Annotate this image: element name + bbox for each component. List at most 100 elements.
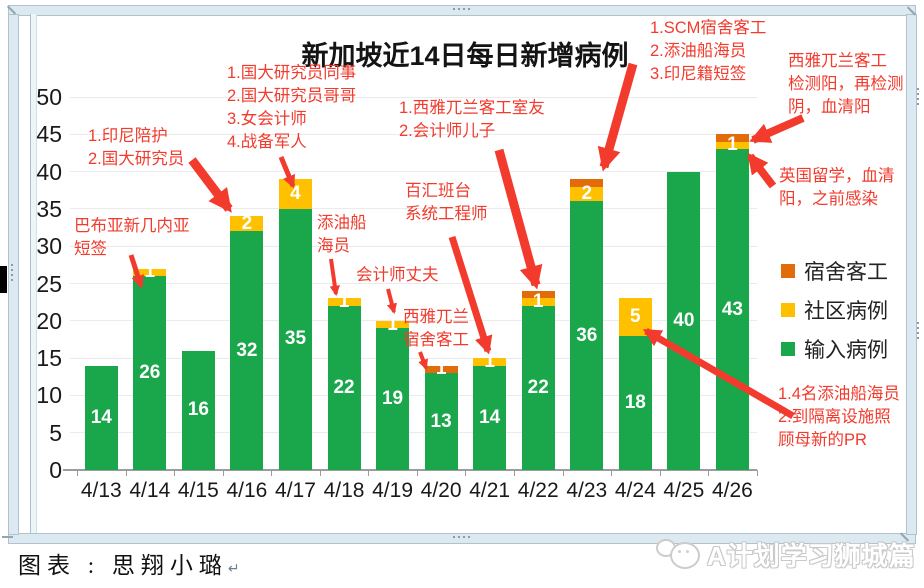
bar-segment-输入病例-4/15[interactable]: [181, 350, 215, 470]
bottom-left-corner-handle[interactable]: [2, 536, 13, 538]
bar-segment-社区病例-4/18[interactable]: [327, 298, 361, 306]
bar-segment-输入病例-4/19[interactable]: [376, 328, 410, 470]
y-axis-tick-label[interactable]: 25: [36, 270, 62, 297]
bar-segment-输入病例-4/20[interactable]: [424, 373, 458, 470]
annotation-arrow-5[interactable]: [386, 288, 397, 315]
legend-item-输入病例[interactable]: 输入病例: [781, 334, 888, 364]
chart-frame-top[interactable]: [8, 5, 916, 16]
annotation-callout-2[interactable]: 巴布亚新几内亚 短签: [74, 217, 190, 258]
y-axis-tick-label[interactable]: 30: [36, 233, 62, 260]
bar-segment-宿舍客工-4/20[interactable]: [424, 365, 458, 373]
top-mid-handle[interactable]: [453, 8, 470, 10]
x-axis-category-label[interactable]: 4/13: [80, 479, 122, 502]
gridline-25: [70, 283, 757, 284]
x-axis-category-label[interactable]: 4/23: [566, 479, 608, 502]
x-axis-category-label[interactable]: 4/21: [469, 479, 511, 502]
bar-segment-输入病例-4/21[interactable]: [473, 365, 507, 470]
annotation-callout-10[interactable]: 西雅兀兰客工 检测阳，再检测 阴，血清阳: [788, 52, 904, 116]
gridline-45: [70, 133, 757, 135]
annotation-callout-11[interactable]: 英国留学，血清 阳，之前感染: [779, 167, 895, 208]
x-axis-category-label[interactable]: 4/14: [129, 479, 171, 502]
bar-segment-社区病例-4/16[interactable]: [230, 216, 264, 232]
bar-segment-宿舍客工-4/23[interactable]: [570, 179, 604, 187]
x-axis-tick: [77, 470, 78, 476]
x-axis-category-label[interactable]: 4/19: [372, 479, 413, 502]
x-axis-category-label[interactable]: 4/25: [663, 479, 705, 502]
y-axis-tick-label[interactable]: 5: [49, 419, 62, 446]
bar-segment-输入病例-4/22[interactable]: [521, 305, 555, 470]
annotation-callout-9[interactable]: 1.SCM宿舍客工 2.添油船海员 3.印尼籍短签: [650, 19, 767, 83]
bar-segment-输入病例-4/23[interactable]: [570, 201, 604, 470]
legend-item-宿舍客工[interactable]: 宿舍客工: [781, 256, 888, 286]
gridline-40: [70, 171, 757, 173]
y-axis-tick-label[interactable]: 20: [36, 307, 62, 334]
y-axis-tick-label[interactable]: 35: [36, 195, 62, 222]
bar-segment-社区病例-4/14[interactable]: [133, 268, 167, 277]
bar-segment-宿舍客工-4/26[interactable]: [715, 134, 749, 142]
bar-value-label: 1: [532, 291, 544, 313]
x-axis-category-label[interactable]: 4/15: [177, 479, 219, 502]
annotation-callout-4[interactable]: 添油船 海员: [317, 214, 367, 255]
chart-frame-left[interactable]: [8, 14, 19, 535]
bottom-mid-handle[interactable]: [453, 536, 470, 538]
y-axis-tick-label[interactable]: 10: [36, 382, 62, 409]
annotation-callout-6[interactable]: 西雅兀兰 宿舍客工: [403, 308, 469, 349]
bar-segment-输入病例-4/13[interactable]: [84, 365, 118, 470]
bar-segment-社区病例-4/19[interactable]: [376, 320, 410, 329]
x-axis-category-label[interactable]: 4/26: [711, 479, 753, 502]
bar-segment-社区病例-4/21[interactable]: [473, 358, 507, 366]
y-axis-tick-label[interactable]: 40: [36, 158, 62, 185]
caption-text: 图表 : 思翔小璐: [18, 553, 228, 578]
bar-segment-宿舍客工-4/22[interactable]: [521, 290, 555, 299]
x-axis-category-label[interactable]: 4/17: [275, 479, 316, 502]
gridline-15: [70, 357, 757, 359]
bar-value-label: 16: [187, 399, 209, 421]
annotation-callout-3[interactable]: 1.国大研究员同事 2.国大研究员哥哥 3.女会计师 4.战备军人: [227, 64, 357, 151]
bar-segment-社区病例-4/26[interactable]: [715, 141, 749, 150]
annotation-arrow-9[interactable]: [597, 62, 638, 172]
paragraph-mark: ↵: [227, 562, 240, 577]
bar-segment-输入病例-4/18[interactable]: [327, 305, 361, 470]
left-mid-handle[interactable]: [11, 264, 13, 284]
bar-value-label: 1: [387, 313, 398, 335]
bar-segment-社区病例-4/22[interactable]: [521, 298, 555, 306]
bar-segment-输入病例-4/25[interactable]: [667, 171, 701, 470]
y-axis-tick-label[interactable]: 45: [36, 121, 62, 148]
x-axis-category-label[interactable]: 4/16: [226, 479, 268, 502]
bar-segment-输入病例-4/14[interactable]: [133, 276, 167, 470]
annotation-callout-5[interactable]: 会计师丈夫: [356, 266, 439, 284]
y-axis-tick-label[interactable]: 0: [49, 457, 62, 483]
legend-item-社区病例[interactable]: 社区病例: [781, 295, 888, 325]
x-axis-category-label[interactable]: 4/24: [614, 479, 656, 502]
legend-swatch: [781, 264, 795, 278]
left-margin-marker: [0, 266, 7, 293]
right-handle-lower[interactable]: [917, 322, 919, 342]
bar-value-label: 1: [484, 350, 495, 372]
right-handle-upper[interactable]: [917, 88, 919, 108]
y-axis-tick-label[interactable]: 15: [36, 345, 62, 372]
annotation-callout-7[interactable]: 百汇班台 系统工程师: [405, 182, 488, 223]
x-axis-category-label[interactable]: 4/18: [323, 479, 365, 502]
annotation-callout-8[interactable]: 1.西雅兀兰客工室友 2.会计师儿子: [399, 99, 545, 140]
bar-segment-输入病例-4/16[interactable]: [230, 231, 264, 470]
chart-frame-bottom[interactable]: [8, 533, 916, 544]
chart-title[interactable]: 新加坡近14日每日新增病例: [301, 41, 629, 71]
y-axis-tick-label[interactable]: 50: [36, 84, 62, 110]
x-axis-category-label[interactable]: 4/22: [517, 479, 559, 502]
annotation-arrow-1[interactable]: [188, 157, 233, 213]
chart-frame-right[interactable]: [906, 14, 917, 535]
legend-swatch: [781, 303, 795, 317]
chart-caption[interactable]: 图表 : 思翔小璐↵: [18, 546, 240, 580]
bar-value-label: 1: [435, 358, 447, 380]
annotation-arrow-10[interactable]: [749, 114, 805, 144]
x-axis-tick: [368, 470, 370, 476]
annotation-callout-1[interactable]: 1.印尼陪护 2.国大研究员: [88, 127, 185, 168]
annotation-arrow-4[interactable]: [329, 258, 340, 297]
x-axis-category-label[interactable]: 4/20: [420, 479, 462, 502]
bar-value-label: 19: [381, 388, 404, 410]
annotation-callout-12[interactable]: 1.4名添油船海员 2.到隔离设施照 顾母新的PR: [778, 385, 900, 449]
bar-segment-输入病例-4/17[interactable]: [278, 208, 312, 470]
bar-segment-社区病例-4/23[interactable]: [570, 186, 604, 202]
x-axis-tick: [756, 470, 758, 476]
gridline-5: [70, 432, 757, 434]
